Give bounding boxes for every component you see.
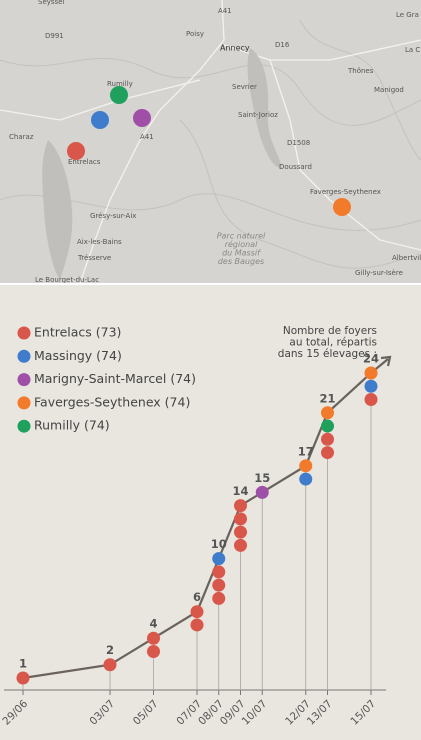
legend-label: Marigny-Saint-Marcel (74) bbox=[34, 371, 196, 386]
park-label: régional bbox=[225, 239, 258, 249]
outbreak-dot bbox=[321, 406, 334, 420]
total-line bbox=[22, 372, 372, 680]
outbreak-dot bbox=[255, 485, 269, 499]
outbreak-dot bbox=[212, 591, 226, 605]
legend-label: Rumilly (74) bbox=[34, 418, 110, 433]
lake-annecy bbox=[247, 48, 282, 169]
place-label: Grésy-sur-Aix bbox=[90, 212, 136, 220]
outbreak-dot bbox=[147, 631, 160, 645]
place-label: Annecy bbox=[220, 44, 250, 53]
total-label: 24 bbox=[363, 352, 379, 366]
total-label: 4 bbox=[149, 617, 157, 631]
place-label: A41 bbox=[140, 133, 154, 141]
outbreak-dot bbox=[212, 565, 226, 579]
outbreak-dot bbox=[234, 538, 247, 552]
outbreak-dot bbox=[364, 366, 378, 380]
outbreak-dot bbox=[147, 644, 160, 658]
legend-marker bbox=[17, 396, 31, 410]
outbreak-dot bbox=[234, 499, 247, 513]
lake-bourget bbox=[42, 140, 73, 280]
map-marker bbox=[91, 111, 109, 129]
legend-label: Massingy (74) bbox=[34, 348, 122, 363]
park-label: du Massif bbox=[222, 249, 261, 258]
place-label: Manigod bbox=[374, 86, 404, 94]
map-marker bbox=[110, 86, 128, 104]
place-label: Rumilly bbox=[107, 80, 133, 88]
outbreak-dot bbox=[321, 432, 334, 446]
total-label: 1 bbox=[19, 657, 27, 671]
place-label: Trésserve bbox=[77, 254, 111, 262]
outbreak-dot bbox=[299, 459, 313, 473]
note: au total, répartis bbox=[289, 337, 377, 349]
outbreak-dot bbox=[16, 671, 30, 685]
total-label: 6 bbox=[193, 590, 201, 604]
legend-label: Faverges-Seythenex (74) bbox=[34, 394, 190, 409]
note: dans 15 élevages : bbox=[278, 348, 377, 360]
place-label: Le Gra bbox=[396, 11, 419, 19]
map-marker bbox=[67, 142, 85, 160]
outbreak-dot bbox=[321, 446, 334, 460]
x-tick-label: 29/06 bbox=[0, 698, 30, 728]
outbreak-dot bbox=[299, 472, 313, 486]
place-label: Aix-les-Bains bbox=[77, 238, 122, 246]
legend-marker bbox=[17, 373, 31, 387]
outbreak-dot bbox=[321, 419, 334, 433]
x-tick-label: 13/07 bbox=[305, 698, 335, 728]
x-tick-label: 10/07 bbox=[240, 698, 270, 728]
outbreak-dot bbox=[190, 605, 204, 619]
place-label: Faverges-Seythenex bbox=[310, 188, 381, 196]
place-label: Thônes bbox=[347, 67, 374, 75]
total-label: 14 bbox=[232, 484, 248, 498]
place-label: Albertville bbox=[392, 254, 421, 262]
place-label: Saint-Jorioz bbox=[238, 111, 278, 119]
outbreak-dot bbox=[234, 512, 247, 526]
place-label: Gilly-sur-Isère bbox=[355, 269, 403, 277]
outbreak-dot bbox=[212, 578, 226, 592]
place-label: D991 bbox=[45, 32, 64, 40]
outbreak-dot bbox=[234, 525, 247, 539]
legend-marker bbox=[17, 349, 31, 363]
place-label: Le Bourget-du-Lac bbox=[35, 276, 99, 284]
outbreak-dot bbox=[103, 658, 117, 672]
note: Nombre de foyers bbox=[283, 325, 377, 337]
place-label: Poisy bbox=[186, 30, 204, 38]
outbreak-dot bbox=[364, 393, 378, 407]
total-label: 17 bbox=[298, 444, 314, 458]
total-label: 21 bbox=[319, 391, 335, 405]
x-tick-label: 15/07 bbox=[348, 698, 378, 728]
place-label: D1508 bbox=[287, 139, 310, 147]
map-marker bbox=[333, 198, 351, 216]
park-label: des Bauges bbox=[218, 257, 264, 266]
x-tick-label: 05/07 bbox=[131, 698, 161, 728]
total-label: 15 bbox=[254, 471, 270, 485]
place-label: Sevrier bbox=[232, 83, 257, 91]
place-label: Charaz bbox=[9, 133, 34, 141]
park-label: Parc naturel bbox=[217, 232, 266, 241]
x-tick-label: 03/07 bbox=[87, 698, 117, 728]
outbreak-dot bbox=[364, 379, 378, 393]
place-label: A41 bbox=[218, 7, 232, 15]
place-label: Entrelacs bbox=[68, 158, 101, 166]
map-roads bbox=[0, 0, 421, 284]
map-marker bbox=[133, 109, 151, 127]
place-label: Seyssel bbox=[38, 0, 64, 6]
place-label: D16 bbox=[275, 41, 290, 49]
legend-marker bbox=[17, 419, 31, 433]
place-label: La C bbox=[405, 46, 420, 54]
legend-marker bbox=[17, 326, 31, 340]
outbreak-dot bbox=[190, 618, 204, 632]
legend-label: Entrelacs (73) bbox=[34, 325, 121, 340]
total-label: 2 bbox=[106, 643, 114, 657]
total-label: 10 bbox=[211, 537, 227, 551]
outbreak-dot bbox=[212, 552, 226, 566]
place-label: Doussard bbox=[279, 163, 312, 171]
